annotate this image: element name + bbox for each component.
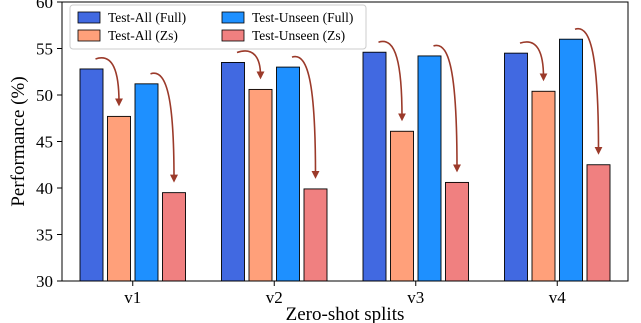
- plot-area: [79, 27, 611, 282]
- bar-v2-series-1: [248, 88, 273, 282]
- drop-arrow: [236, 50, 265, 80]
- drop-arrow: [95, 57, 123, 107]
- legend-box: [69, 4, 367, 50]
- legend-label: Test-Unseen (Zs): [252, 28, 345, 43]
- legend: Test-All (Full) Test-All (Zs) Test-Unseen …: [69, 4, 367, 50]
- bar-v4-series-3: [586, 164, 611, 282]
- y-axis: 30 35 40 45 50 55 60: [36, 0, 62, 291]
- y-tick-label: 60: [36, 0, 53, 12]
- bar-v3-series-0: [362, 51, 387, 282]
- bar-v1-series-3: [162, 192, 186, 282]
- bar-v2-series-2: [276, 66, 300, 282]
- y-tick-label: 35: [36, 226, 53, 245]
- drop-arrow: [519, 41, 548, 82]
- legend-swatch: [221, 11, 245, 24]
- legend-label: Test-All (Full): [108, 10, 186, 25]
- bar-v4-series-2: [559, 38, 583, 282]
- y-tick-label: 55: [36, 40, 53, 59]
- x-tick-label: v1: [124, 288, 141, 307]
- y-tick-label: 45: [36, 133, 53, 152]
- drop-arrow: [378, 40, 406, 122]
- bar-v4-series-0: [504, 52, 528, 282]
- bar-v2-series-0: [221, 62, 245, 282]
- legend-label: Test-All (Zs): [108, 28, 178, 43]
- drop-arrow: [150, 72, 178, 183]
- y-tick-label: 40: [36, 179, 53, 198]
- bar-v3-series-1: [390, 130, 414, 282]
- y-tick-label: 30: [36, 272, 53, 291]
- bar-v3-series-3: [445, 181, 469, 282]
- x-tick-label: v2: [266, 288, 283, 307]
- bar-v1-series-0: [79, 68, 104, 282]
- legend-swatch: [77, 29, 101, 42]
- bar-v4-series-1: [531, 90, 556, 282]
- drop-arrow: [574, 27, 603, 155]
- y-tick-label: 50: [36, 86, 53, 105]
- legend-swatch: [221, 29, 245, 42]
- bar-v1-series-2: [134, 83, 159, 282]
- y-axis-title: Performance (%): [8, 76, 29, 206]
- legend-swatch: [77, 11, 101, 24]
- x-axis: v1 v2 v3 v4: [124, 281, 566, 307]
- drop-arrow: [433, 44, 461, 173]
- x-tick-label: v4: [549, 288, 567, 307]
- drop-arrow: [291, 55, 320, 179]
- bar-v3-series-2: [417, 55, 442, 282]
- legend-label: Test-Unseen (Full): [252, 10, 353, 25]
- bar-v1-series-1: [107, 115, 131, 282]
- x-tick-label: v3: [407, 288, 424, 307]
- bar-v2-series-3: [303, 188, 328, 282]
- x-axis-title: Zero-shot splits: [286, 304, 405, 323]
